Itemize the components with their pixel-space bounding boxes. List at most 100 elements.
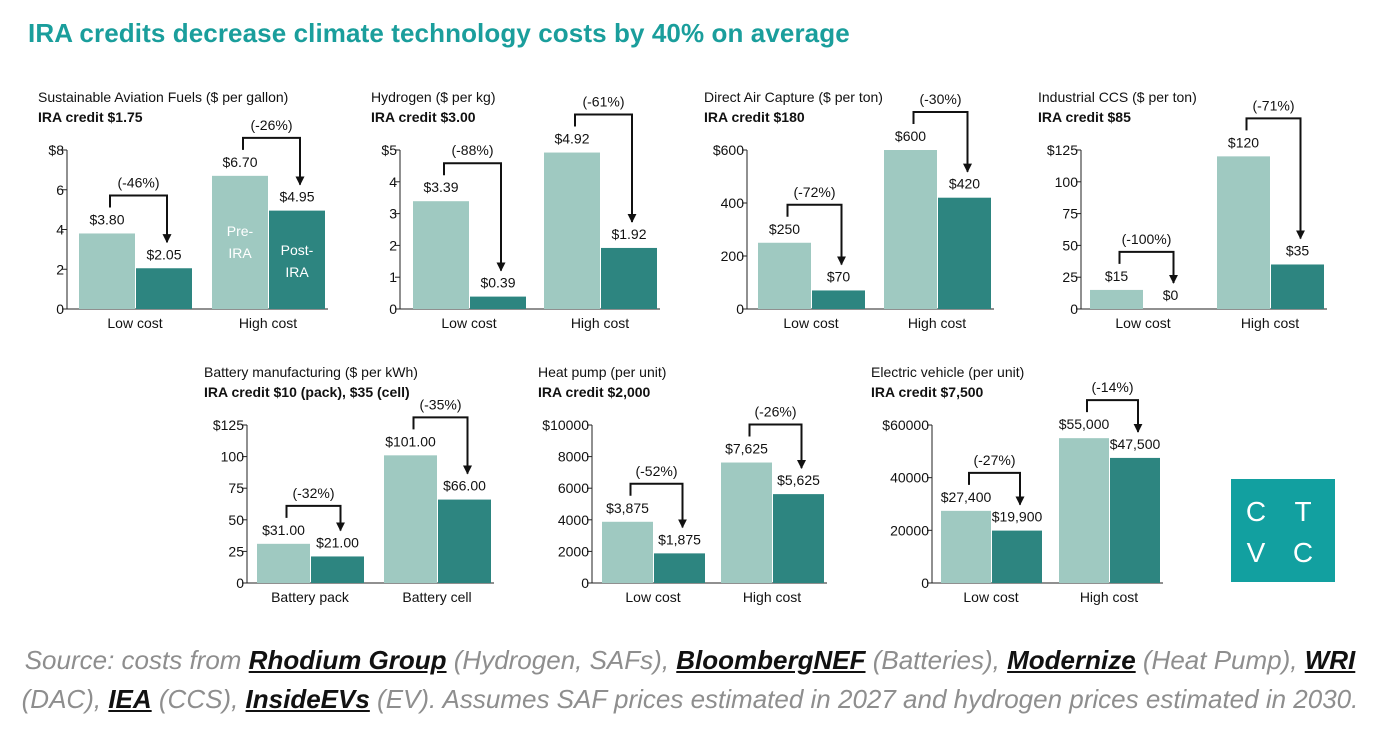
change-arrow: [786, 203, 846, 266]
y-tick-label: 100: [221, 449, 245, 465]
logo-letter: T: [1294, 496, 1312, 527]
bar-pre-ira: [413, 201, 469, 309]
bar-pre-ira: [1090, 289, 1143, 309]
bar-post-ira: [654, 553, 705, 583]
y-tick-label: 25: [1062, 269, 1078, 285]
bar-value-label: $70: [827, 268, 851, 284]
y-tick-label: 4: [56, 222, 64, 238]
x-category-label: High cost: [571, 315, 629, 331]
bar-pre-ira: [941, 510, 991, 583]
bar-value-label: $0: [1163, 287, 1179, 303]
change-arrow: [912, 111, 972, 173]
y-tick-label: 0: [581, 575, 589, 591]
source-note: Source: costs from Rhodium Group (Hydrog…: [20, 641, 1360, 719]
change-percent-label: (-52%): [635, 463, 677, 479]
bar-value-label: $6.70: [222, 154, 257, 170]
panel-subtitle: IRA credit $7,500: [871, 384, 984, 400]
change-percent-label: (-61%): [582, 94, 624, 110]
change-arrow: [1086, 399, 1143, 433]
panel-title: Industrial CCS ($ per ton): [1038, 89, 1197, 105]
bar-pre-ira: [79, 233, 135, 309]
source-text: (DAC),: [21, 684, 109, 714]
change-arrow: [285, 504, 345, 532]
y-tick-label: 100: [1055, 174, 1079, 190]
change-percent-label: (-26%): [250, 117, 292, 133]
bar-pre-ira: [212, 175, 268, 309]
y-tick-label: 4000: [558, 512, 589, 528]
change-percent-label: (-14%): [1091, 379, 1133, 395]
ctvc-logo: C T V C: [1231, 479, 1335, 582]
bar-value-label: $47,500: [1110, 436, 1161, 452]
change-arrow: [412, 416, 472, 475]
bar-value-label: $7,625: [725, 441, 768, 457]
bar-post-ira: [1271, 264, 1324, 309]
panel-subtitle: IRA credit $2,000: [538, 384, 651, 400]
series-label-pre-ira: Pre-: [227, 223, 254, 239]
bar-pre-ira: [758, 242, 811, 309]
x-category-label: Low cost: [1115, 315, 1170, 331]
series-label-post-ira: Post-: [281, 242, 314, 258]
bar-value-label: $21.00: [316, 534, 359, 550]
bar-post-ira: [938, 197, 991, 309]
panel-subtitle: IRA credit $1.75: [38, 109, 143, 125]
panel-subtitle: IRA credit $10 (pack), $35 (cell): [204, 384, 410, 400]
source-link-bloombergnef[interactable]: BloombergNEF: [676, 645, 866, 675]
panel-subtitle: IRA credit $3.00: [371, 109, 476, 125]
change-percent-label: (-100%): [1122, 231, 1172, 247]
charts-canvas: Sustainable Aviation Fuels ($ per gallon…: [38, 89, 1327, 605]
x-category-label: High cost: [1080, 589, 1138, 605]
bar-pre-ira: [384, 455, 437, 583]
y-tick-label: 75: [228, 480, 244, 496]
x-category-label: High cost: [1241, 315, 1299, 331]
y-tick-label: 40000: [890, 470, 929, 486]
source-text: (Hydrogen, SAFs),: [446, 645, 677, 675]
y-tick-label: $125: [213, 417, 244, 433]
y-tick-label: 1: [389, 269, 397, 285]
y-tick-label: 0: [921, 575, 929, 591]
series-label-pre-ira: IRA: [228, 245, 252, 261]
source-link-iea[interactable]: IEA: [108, 684, 152, 714]
y-tick-label: 2000: [558, 543, 589, 559]
bar-post-ira: [601, 247, 657, 309]
y-tick-label: 2: [389, 237, 397, 253]
change-percent-label: (-71%): [1252, 97, 1294, 113]
change-arrow: [629, 482, 687, 529]
source-text: (EV). Assumes SAF prices estimated in 20…: [369, 684, 1359, 714]
source-link-rhodium-group[interactable]: Rhodium Group: [248, 645, 447, 675]
change-percent-label: (-88%): [451, 142, 493, 158]
y-tick-label: 50: [1062, 237, 1078, 253]
source-link-insideevs[interactable]: InsideEVs: [245, 684, 370, 714]
y-tick-label: 0: [389, 301, 397, 317]
bar-post-ira: [269, 210, 325, 309]
panel-title: Direct Air Capture ($ per ton): [704, 89, 883, 105]
change-arrow: [1245, 117, 1305, 240]
bar-pre-ira: [721, 462, 772, 583]
bar-value-label: $120: [1228, 134, 1259, 150]
source-link-wri[interactable]: WRI: [1304, 645, 1356, 675]
y-tick-label: 400: [721, 195, 745, 211]
y-tick-label: $8: [48, 142, 64, 158]
change-percent-label: (-30%): [919, 91, 961, 107]
panel-title: Sustainable Aviation Fuels ($ per gallon…: [38, 89, 288, 105]
x-category-label: High cost: [239, 315, 297, 331]
bar-value-label: $420: [949, 176, 980, 192]
bar-post-ira: [773, 494, 824, 583]
x-category-label: Low cost: [963, 589, 1018, 605]
source-text: Source: costs from: [24, 645, 249, 675]
bar-post-ira: [311, 556, 364, 583]
y-tick-label: 20000: [890, 522, 929, 538]
change-arrow: [443, 162, 506, 272]
y-tick-label: $5: [381, 142, 397, 158]
change-arrow: [109, 194, 172, 244]
bar-pre-ira: [602, 521, 653, 583]
y-tick-label: 6000: [558, 480, 589, 496]
panel-subtitle: IRA credit $180: [704, 109, 805, 125]
y-tick-label: 25: [228, 543, 244, 559]
source-link-modernize[interactable]: Modernize: [1007, 645, 1136, 675]
bar-value-label: $19,900: [992, 509, 1043, 525]
bar-value-label: $55,000: [1059, 416, 1110, 432]
bar-post-ira: [470, 296, 526, 309]
bar-post-ira: [1110, 457, 1160, 583]
y-tick-label: $10000: [542, 417, 589, 433]
bar-pre-ira: [544, 152, 600, 309]
